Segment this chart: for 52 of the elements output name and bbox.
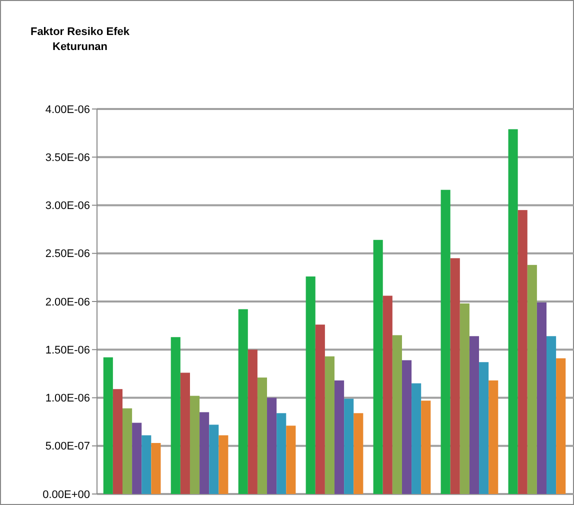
bar	[286, 426, 296, 494]
bar	[373, 240, 383, 494]
bar	[200, 412, 210, 494]
bar	[440, 190, 450, 494]
bar	[238, 309, 248, 494]
bar	[142, 435, 152, 494]
bar	[382, 296, 392, 494]
bar	[344, 398, 354, 494]
bar	[460, 303, 470, 494]
bar	[267, 398, 277, 494]
bar	[112, 389, 122, 494]
bar	[354, 413, 364, 494]
y-tick-label: 3.00E-06	[45, 200, 90, 212]
bar	[324, 356, 334, 494]
bar	[209, 424, 219, 494]
bar	[469, 336, 480, 494]
bar	[412, 383, 422, 494]
bar	[450, 258, 460, 494]
bar	[556, 358, 566, 494]
bar	[190, 396, 200, 494]
bar	[276, 413, 286, 494]
bar	[508, 129, 518, 494]
y-tick-label: 3.50E-06	[45, 152, 90, 164]
y-tick-label: 4.00E-06	[45, 104, 90, 116]
y-tick-label: 0.00E+00	[42, 488, 90, 501]
y-tick-label: 1.00E-06	[45, 392, 90, 405]
bar	[218, 435, 228, 494]
chart-title: Faktor Resiko Efek Keturunan	[30, 26, 130, 53]
bar	[306, 276, 316, 494]
y-tick-label: 5.00E-07	[45, 440, 90, 453]
y-tick-label: 2.50E-06	[45, 248, 90, 260]
bar	[248, 350, 258, 494]
bar	[421, 400, 431, 494]
bar	[518, 210, 528, 494]
bar	[103, 357, 113, 494]
bar	[334, 380, 344, 494]
bar	[151, 442, 161, 494]
bar	[536, 302, 547, 494]
bar	[546, 336, 556, 494]
bar	[132, 422, 142, 494]
y-tick-label: 2.00E-06	[45, 296, 90, 308]
bar	[527, 264, 537, 494]
bar	[479, 362, 489, 494]
bar	[170, 337, 180, 494]
bar	[488, 380, 498, 494]
bar	[315, 324, 325, 494]
bar	[257, 378, 268, 494]
bar	[122, 408, 132, 494]
bar	[180, 372, 190, 494]
bar	[392, 335, 402, 494]
bar	[402, 360, 412, 494]
y-tick-label: 1.50E-06	[45, 344, 90, 356]
